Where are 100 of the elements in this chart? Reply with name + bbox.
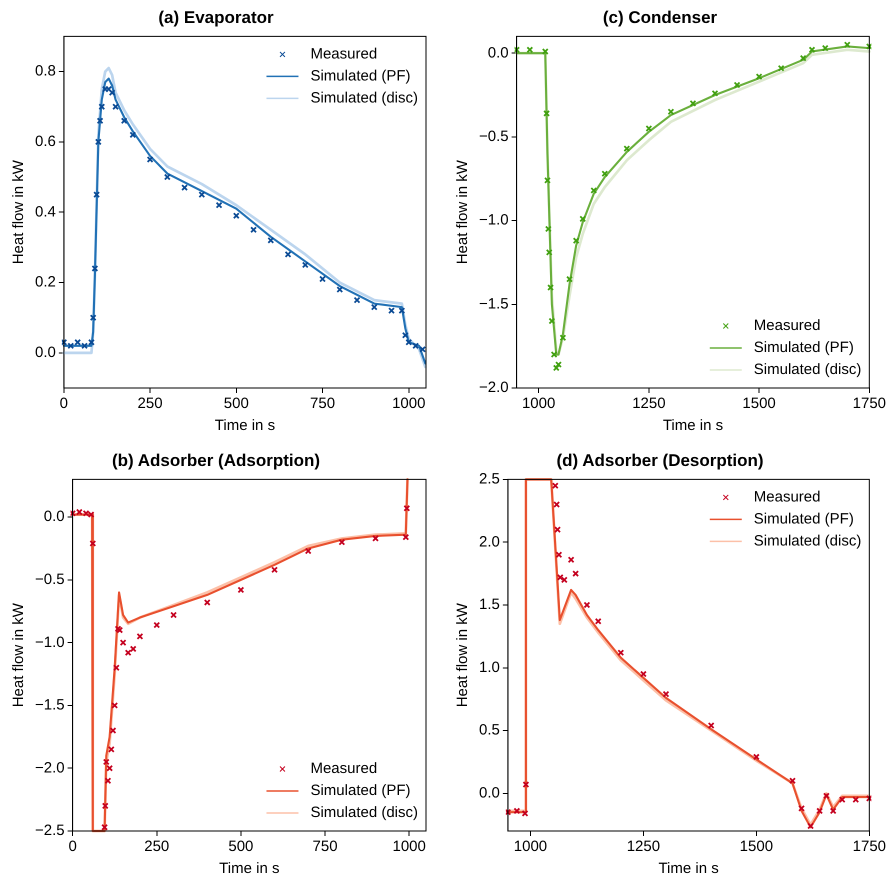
y-tick-label: 0.5: [478, 722, 500, 739]
point: [866, 43, 872, 50]
y-tick-label: 0.0: [478, 784, 500, 802]
legend-label: Measured: [310, 46, 378, 63]
legend-label: Measured: [754, 488, 820, 506]
point: [542, 48, 549, 55]
point: [544, 177, 551, 184]
point: [778, 64, 785, 72]
point: [146, 156, 154, 163]
chart-title: (d) Adsorber (Desorption): [556, 450, 764, 470]
point: [547, 284, 554, 291]
point: [789, 777, 796, 784]
point: [101, 824, 108, 831]
point: [153, 622, 160, 628]
point: [556, 574, 564, 581]
point: [88, 338, 95, 346]
point: [62, 338, 68, 346]
point: [543, 110, 550, 117]
point: [412, 342, 420, 350]
point: [553, 501, 560, 508]
point: [98, 103, 106, 110]
x-tick-label: 1750: [852, 838, 886, 856]
point: [108, 89, 116, 96]
y-tick-label: 2.5: [478, 470, 500, 488]
point: [514, 808, 520, 814]
legend-label: Simulated (PF): [310, 68, 410, 85]
legend-label: Simulated (PF): [754, 510, 854, 528]
y-tick-label: 0.8: [34, 62, 56, 80]
y-axis-title: Heat flow in kW: [10, 602, 28, 708]
point: [284, 251, 292, 258]
point: [823, 792, 830, 800]
point: [514, 46, 520, 54]
x-tick-label: 1250: [626, 838, 660, 856]
x-tick-label: 250: [144, 838, 170, 856]
point: [601, 170, 608, 178]
point: [102, 86, 109, 93]
x-axis-title: Time in s: [658, 860, 719, 878]
x-tick-label: 1250: [632, 395, 666, 412]
point: [110, 727, 116, 734]
point: [319, 276, 326, 282]
point: [403, 504, 410, 512]
point: [92, 265, 98, 272]
x-tick-label: 1750: [852, 395, 886, 412]
point: [129, 131, 136, 138]
x-tick-label: 250: [138, 395, 163, 412]
point: [617, 649, 624, 656]
x-tick-label: 1000: [522, 395, 556, 412]
point: [271, 566, 278, 574]
y-tick-label: 2.0: [478, 533, 500, 550]
point: [136, 632, 144, 640]
point: [105, 86, 112, 93]
point: [816, 808, 823, 814]
point: [552, 364, 560, 372]
point: [82, 510, 90, 517]
point: [111, 702, 118, 709]
chart-title: (c) Condenser: [602, 8, 718, 27]
point: [526, 46, 534, 54]
y-tick-label: −0.5: [478, 128, 509, 145]
x-tick-label: 0: [68, 838, 77, 856]
y-tick-label: 1.5: [478, 596, 500, 614]
point: [756, 73, 762, 80]
point: [552, 482, 559, 490]
point: [302, 262, 309, 268]
point: [668, 108, 674, 116]
point: [250, 226, 257, 234]
x-tick-label: 750: [310, 395, 336, 412]
point: [94, 138, 102, 146]
point: [807, 822, 814, 830]
point: [102, 802, 109, 810]
point: [560, 334, 566, 342]
point: [204, 599, 211, 606]
x-tick-label: 500: [228, 838, 254, 856]
point: [734, 82, 740, 88]
point: [546, 249, 553, 256]
point: [572, 570, 579, 577]
point: [181, 184, 188, 191]
point: [74, 338, 82, 346]
point: [130, 646, 137, 652]
point: [555, 361, 562, 368]
point: [402, 534, 410, 541]
point: [93, 191, 100, 198]
point: [170, 612, 177, 618]
y-axis-title: Heat flow in kW: [454, 159, 472, 264]
point: [398, 307, 406, 314]
x-tick-label: 0: [60, 395, 68, 412]
y-tick-label: 0.6: [34, 133, 56, 150]
point: [866, 794, 872, 802]
point: [838, 796, 846, 803]
point: [590, 187, 598, 194]
point: [690, 100, 696, 107]
point: [752, 754, 760, 760]
point: [90, 314, 97, 322]
point: [96, 117, 104, 124]
point: [548, 318, 556, 324]
point: [112, 664, 120, 672]
x-tick-label: 1000: [514, 838, 548, 856]
point: [800, 54, 807, 62]
y-axis-title: Heat flow in kW: [10, 159, 28, 264]
point: [568, 556, 574, 564]
point: [844, 41, 851, 48]
